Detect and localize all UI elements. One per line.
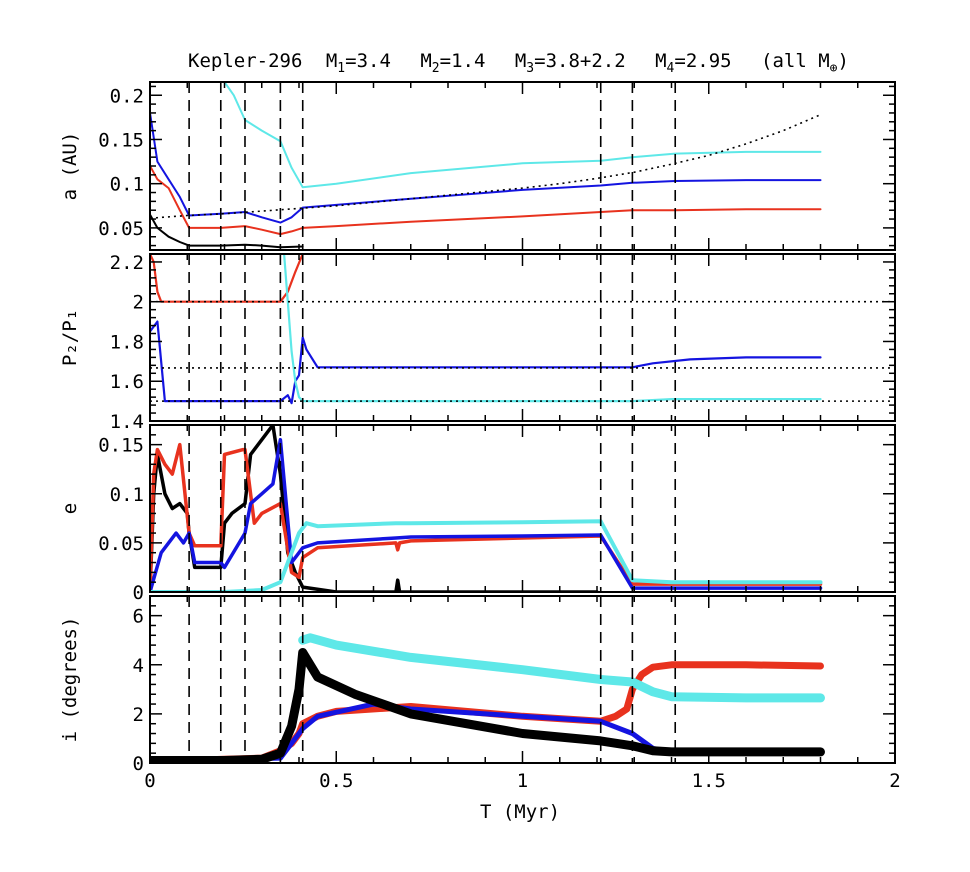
- xtick-label: 1.5: [692, 770, 726, 792]
- panel-a-frame: [149, 81, 896, 251]
- chart-title: Kepler-296 M1=3.4 M2=1.4 M3=3.8+2.2 M4=2…: [188, 50, 849, 76]
- ytick-label: 2: [133, 704, 144, 726]
- panel-p: 1.4 1.6 1.8 2 2.2 P₂/P₁: [59, 252, 896, 433]
- series-ecc-cyan: [150, 519, 823, 592]
- ytick-label: 2.2: [110, 252, 144, 274]
- xtick-label: 2: [889, 770, 900, 792]
- title-m1-label: M: [326, 50, 337, 72]
- panel-e-data: [150, 425, 823, 592]
- ytick-label: 0.15: [98, 129, 144, 151]
- title-m1-val: =3.4: [345, 50, 391, 72]
- series-inc-black: [150, 648, 825, 763]
- panel-i-data: [150, 633, 825, 763]
- title-units-close: ): [838, 50, 849, 72]
- ytick-label: 6: [133, 606, 144, 628]
- reference-curve: [150, 113, 821, 219]
- ytick-label: 0: [133, 753, 144, 775]
- series-inc-cyan: [298, 633, 825, 703]
- ytick-label: 0.15: [98, 435, 144, 457]
- y-axis-label-p: P₂/P₁: [59, 309, 81, 366]
- y-axis-label-a: a (AU): [59, 132, 81, 201]
- title-m4-val: =2.95: [674, 50, 731, 72]
- title-m1-sub: 1: [337, 61, 345, 76]
- xtick-label: 0: [144, 770, 155, 792]
- xtick-label: 1: [517, 770, 528, 792]
- series-ratio-cyan: [283, 254, 822, 403]
- x-axis-label: T (Myr): [480, 801, 560, 823]
- xtick-label: 0.5: [319, 770, 353, 792]
- title-m4-sub: 4: [667, 61, 675, 76]
- ytick-label: 1.8: [110, 331, 144, 353]
- series-ecc-black: [150, 425, 599, 592]
- panel-i: 0 2 4 6 i (degrees): [59, 595, 896, 775]
- panel-e-frame: [149, 424, 896, 593]
- ytick-label: 0.2: [110, 85, 144, 107]
- ytick-label: 1.6: [110, 371, 144, 393]
- panel-p-frame: [149, 253, 896, 422]
- ytick-label: 4: [133, 655, 144, 677]
- ytick-label: 0: [133, 582, 144, 604]
- series-planet-blue: [150, 111, 822, 224]
- series-ratio-red: [150, 254, 304, 303]
- title-m3-sub: 3: [526, 61, 534, 76]
- y-axis-label-e: e: [59, 503, 81, 514]
- title-units-open: (all M: [761, 50, 830, 72]
- ytick-label: 0.1: [110, 174, 144, 196]
- title-m3-val: =3.8+2.2: [534, 50, 626, 72]
- panel-a: 0.05 0.1 0.15 0.2 a (AU): [59, 81, 896, 251]
- ytick-label: 2: [133, 292, 144, 314]
- ytick-label: 0.05: [98, 218, 144, 240]
- series-planet-cyan: [223, 82, 822, 189]
- panel-a-data: [150, 82, 822, 249]
- series-planet-red: [150, 165, 822, 236]
- panel-p-data: [150, 254, 895, 405]
- ytick-label: 1.4: [110, 411, 144, 433]
- ytick-label: 0.05: [98, 533, 144, 555]
- ytick-label: 0.1: [110, 484, 144, 506]
- title-prefix: Kepler-296: [188, 50, 302, 72]
- title-m2-val: =1.4: [440, 50, 486, 72]
- title-m4-label: M: [655, 50, 666, 72]
- plot-area: 0.050.10.150.2a (AU)1.41.61.822.2P₂/P₁00…: [59, 81, 901, 792]
- title-m2-label: M: [420, 50, 431, 72]
- series-ratio-blue: [150, 320, 822, 405]
- panel-e: 0 0.05 0.1 0.15 e: [59, 424, 896, 604]
- series-planet-black: [150, 213, 304, 249]
- title-m3-label: M: [515, 50, 526, 72]
- title-units-sub: ⊕: [830, 61, 838, 76]
- y-axis-label-i: i (degrees): [59, 617, 81, 743]
- title-m2-sub: 2: [432, 61, 440, 76]
